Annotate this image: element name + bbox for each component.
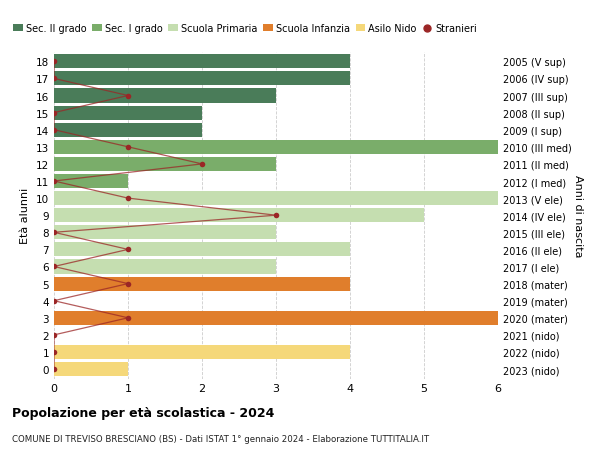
- Point: [123, 280, 133, 288]
- Bar: [54, 260, 276, 274]
- Bar: [54, 106, 202, 120]
- Bar: [54, 140, 505, 155]
- Point: [271, 212, 281, 219]
- Point: [49, 178, 59, 185]
- Bar: [54, 72, 350, 86]
- Point: [49, 366, 59, 373]
- Y-axis label: Anni di nascita: Anni di nascita: [573, 174, 583, 257]
- Bar: [54, 55, 350, 69]
- Point: [49, 297, 59, 305]
- Point: [49, 348, 59, 356]
- Text: COMUNE DI TREVISO BRESCIANO (BS) - Dati ISTAT 1° gennaio 2024 - Elaborazione TUT: COMUNE DI TREVISO BRESCIANO (BS) - Dati …: [12, 434, 429, 443]
- Point: [49, 229, 59, 236]
- Bar: [54, 362, 128, 376]
- Point: [49, 76, 59, 83]
- Bar: [54, 243, 350, 257]
- Point: [123, 246, 133, 253]
- Point: [49, 331, 59, 339]
- Bar: [54, 123, 202, 137]
- Point: [49, 110, 59, 117]
- Bar: [54, 192, 505, 206]
- Bar: [54, 157, 276, 172]
- Point: [49, 263, 59, 271]
- Y-axis label: Età alunni: Età alunni: [20, 188, 31, 244]
- Bar: [54, 226, 276, 240]
- Bar: [54, 345, 350, 359]
- Point: [49, 127, 59, 134]
- Point: [49, 58, 59, 66]
- Bar: [54, 209, 424, 223]
- Bar: [54, 174, 128, 189]
- Text: Popolazione per età scolastica - 2024: Popolazione per età scolastica - 2024: [12, 406, 274, 419]
- Legend: Sec. II grado, Sec. I grado, Scuola Primaria, Scuola Infanzia, Asilo Nido, Stran: Sec. II grado, Sec. I grado, Scuola Prim…: [9, 20, 481, 38]
- Point: [123, 314, 133, 322]
- Point: [197, 161, 207, 168]
- Bar: [54, 277, 350, 291]
- Point: [123, 93, 133, 100]
- Point: [123, 195, 133, 202]
- Bar: [54, 311, 505, 325]
- Bar: [54, 90, 276, 103]
- Point: [123, 144, 133, 151]
